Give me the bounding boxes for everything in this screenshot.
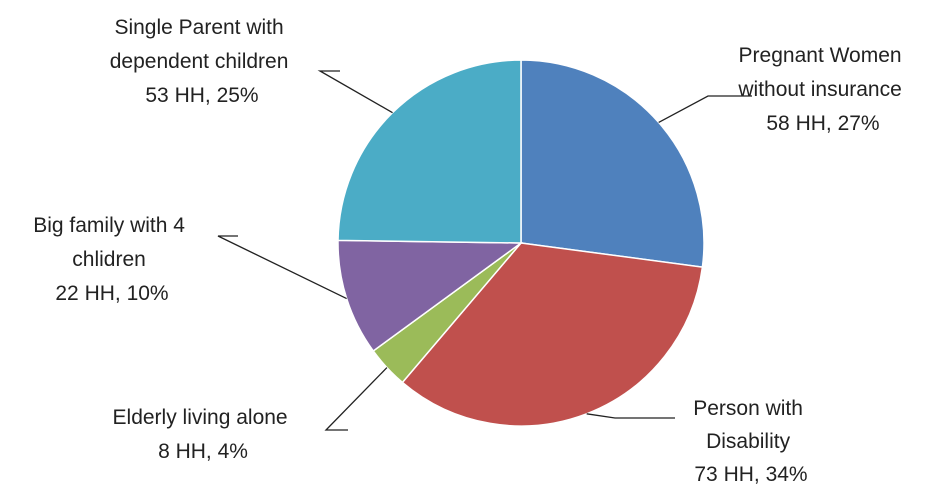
leader-line-single-parent xyxy=(317,70,393,114)
slice-label-person-with-disability-line-1: Person with xyxy=(693,397,803,420)
slice-label-pregnant-women-line-2: without insurance xyxy=(737,78,901,101)
slice-value-person-with-disability: 73 HH, 34% xyxy=(694,463,807,486)
leader-line-pregnant-women xyxy=(658,95,752,123)
slice-value-single-parent: 53 HH, 25% xyxy=(145,84,258,107)
pie-slice-person-with-disability xyxy=(401,242,704,427)
slice-label-big-family: Big family with 4 chlidren 22 HH, 10% xyxy=(33,214,191,305)
leader-line-big-family xyxy=(217,235,347,300)
pie-slice-pregnant-women xyxy=(520,59,705,268)
slice-label-big-family-line-1: Big family with 4 xyxy=(33,214,185,237)
slice-label-big-family-line-2: chlidren xyxy=(72,248,146,271)
slice-label-single-parent: Single Parent with dependent children 53… xyxy=(110,16,295,107)
slice-label-pregnant-women-line-1: Pregnant Women xyxy=(739,44,902,67)
slice-label-single-parent-line-1: Single Parent with xyxy=(114,16,283,39)
slice-label-elderly-living-alone-line-1: Elderly living alone xyxy=(113,406,288,429)
slice-value-big-family: 22 HH, 10% xyxy=(55,282,168,305)
leader-line-person-with-disability xyxy=(586,413,675,419)
slice-value-pregnant-women: 58 HH, 27% xyxy=(766,112,879,135)
pie-slices xyxy=(337,59,705,427)
leader-line-elderly-living-alone xyxy=(324,367,388,431)
slice-label-person-with-disability-line-2: Disability xyxy=(706,430,791,453)
slice-label-elderly-living-alone: Elderly living alone 8 HH, 4% xyxy=(113,406,294,463)
slice-label-pregnant-women: Pregnant Women without insurance 58 HH, … xyxy=(737,44,907,135)
leader-lines xyxy=(217,70,752,431)
slice-label-single-parent-line-2: dependent children xyxy=(110,50,289,73)
pie-slice-big-family xyxy=(337,239,524,353)
slice-value-elderly-living-alone: 8 HH, 4% xyxy=(158,440,248,463)
slice-label-person-with-disability: Person with Disability 73 HH, 34% xyxy=(693,397,809,486)
pie-slice-single-parent xyxy=(337,59,522,244)
